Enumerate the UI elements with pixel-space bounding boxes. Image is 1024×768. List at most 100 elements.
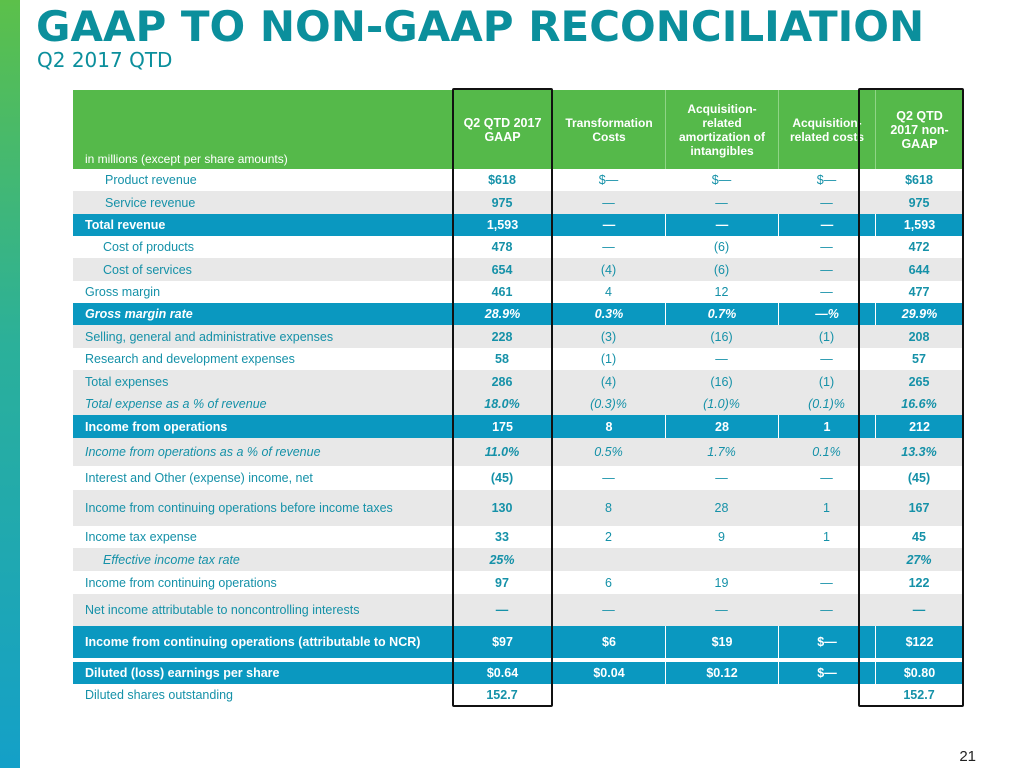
table-row: Product revenue $618 $— $— $— $618 <box>73 169 963 191</box>
cell-value: $618 <box>905 173 933 187</box>
cell-value: 45 <box>912 530 926 544</box>
row-label: Cost of products <box>103 240 195 254</box>
non-gaap-column-highlight <box>858 88 964 707</box>
row-label: Income from operations <box>85 419 228 434</box>
row-label: Income from continuing operations (attri… <box>85 635 421 649</box>
cell-value: 12 <box>714 285 729 299</box>
cell-value: — <box>715 471 728 485</box>
gaap-column-highlight <box>452 88 553 707</box>
table-row: Service revenue 975 — — — 975 <box>73 191 963 214</box>
cell-value: (1) <box>818 374 835 389</box>
cell-value: 286 <box>491 374 513 389</box>
col-header-amortization: Acquisition-related amortization of inta… <box>665 90 778 169</box>
table-row: Income from continuing operations before… <box>73 490 963 526</box>
cell-value: 478 <box>491 240 513 254</box>
cell-value: (0.1)% <box>808 397 845 411</box>
cell-value: (4) <box>600 262 617 277</box>
row-label: Gross margin rate <box>85 307 193 321</box>
accent-sidebar <box>0 0 20 768</box>
cell-value: 644 <box>908 262 930 277</box>
cell-value: 0.1% <box>812 445 841 459</box>
row-label: Effective income tax rate <box>103 552 240 567</box>
cell-value: 975 <box>491 195 513 210</box>
cell-value: 228 <box>491 329 513 344</box>
cell-value: 13.3% <box>901 445 937 459</box>
table-row: Income tax expense 33 2 9 1 45 <box>73 526 963 548</box>
cell-value: $6 <box>552 626 665 658</box>
cell-value: (4) <box>600 374 617 389</box>
cell-value: — <box>912 603 926 617</box>
cell-value: 1 <box>823 501 830 515</box>
cell-value: $— <box>711 173 732 187</box>
cell-value: — <box>715 603 728 617</box>
cell-value: — <box>820 262 833 277</box>
cell-value: 130 <box>491 501 513 515</box>
cell-value: $122 <box>875 626 963 658</box>
row-label: Service revenue <box>105 195 196 210</box>
row-label: Income from operations as a % of revenue <box>85 445 321 459</box>
cell-value: — <box>552 214 665 236</box>
row-label: Income from continuing operations before… <box>85 501 393 515</box>
cell-value: (1) <box>600 352 617 366</box>
cell-value <box>552 684 665 706</box>
cell-value: 1,593 <box>875 214 963 236</box>
cell-value: — <box>715 352 728 366</box>
table-row: Income from operations as a % of revenue… <box>73 438 963 466</box>
cell-value: 4 <box>605 285 612 299</box>
cell-value: 212 <box>875 415 963 438</box>
row-label: Cost of services <box>103 262 192 277</box>
cell-value: 27% <box>906 552 932 567</box>
cell-value: (0.3)% <box>590 397 627 411</box>
cell-value: 208 <box>908 329 930 344</box>
cell-value <box>665 684 778 706</box>
cell-value: 1 <box>778 415 875 438</box>
cell-value <box>552 548 665 571</box>
row-label: Research and development expenses <box>85 352 295 366</box>
row-label: Gross margin <box>85 285 161 299</box>
cell-value: 28 <box>665 415 778 438</box>
cell-value: 57 <box>912 352 926 366</box>
table-row: Research and development expenses 58 (1) — —… <box>73 348 963 370</box>
cell-value: — <box>665 214 778 236</box>
col-header-transformation: Transformation Costs <box>552 90 665 169</box>
cell-value: 654 <box>491 262 513 277</box>
row-label: Total revenue <box>85 218 166 232</box>
table-row: Income from continuing operations 97 6 19 — 1… <box>73 571 963 594</box>
cell-value: 2 <box>605 530 612 544</box>
cell-value: — <box>602 240 615 254</box>
cell-value: $0.12 <box>665 662 778 684</box>
row-label: Product revenue <box>105 173 197 187</box>
cell-value: 472 <box>908 240 930 254</box>
row-label: Selling, general and administrative expe… <box>85 329 334 344</box>
row-label: Interest and Other (expense) income, net <box>85 471 313 485</box>
page-subtitle: Q2 2017 QTD <box>37 48 173 72</box>
cell-value: $— <box>816 173 837 187</box>
row-label: Income tax expense <box>85 530 197 544</box>
cell-value: $19 <box>665 626 778 658</box>
cell-value: 0.5% <box>594 445 623 459</box>
cell-value: 11.0% <box>484 445 520 459</box>
cell-value: 58 <box>495 352 509 366</box>
cell-value: 33 <box>495 530 509 544</box>
cell-value: 19 <box>714 575 729 590</box>
cell-value: — <box>820 603 833 617</box>
table-row: Selling, general and administrative expe… <box>73 325 963 348</box>
cell-value: 1.7% <box>707 445 736 459</box>
cell-value: 18.0% <box>484 397 520 411</box>
row-label: Income from continuing operations <box>85 575 277 590</box>
cell-value: — <box>602 603 615 617</box>
cell-value: 1 <box>823 530 830 544</box>
cell-value: 477 <box>908 285 930 299</box>
cell-value: —% <box>778 303 875 325</box>
table-row: Effective income tax rate 25% 27% <box>73 548 963 571</box>
cell-value: $0.04 <box>552 662 665 684</box>
cell-value: 8 <box>552 415 665 438</box>
cell-value: — <box>602 195 615 210</box>
cell-value: — <box>602 471 615 485</box>
cell-value: (6) <box>713 262 730 277</box>
cell-value: — <box>820 285 833 299</box>
col-header-non-gaap: Q2 QTD 2017 non-GAAP <box>875 90 963 169</box>
table-header: Q2 QTD 2017 GAAP Transformation Costs Ac… <box>73 90 963 169</box>
table-row: Total expense as a % of revenue 18.0% (0.3… <box>73 393 963 415</box>
cell-value: 122 <box>908 575 930 590</box>
